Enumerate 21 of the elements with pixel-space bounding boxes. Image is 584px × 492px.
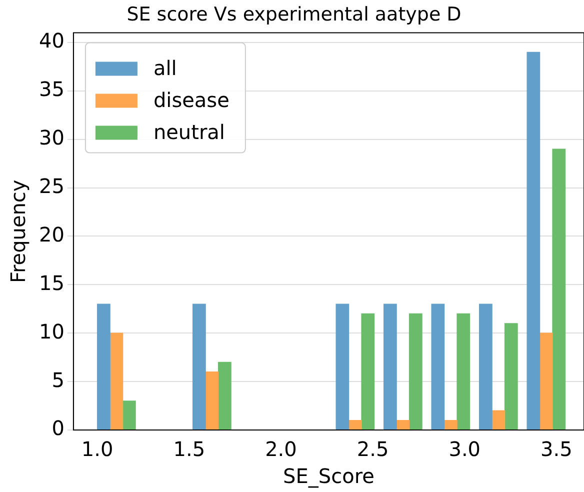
x-tick-label: 2.0 bbox=[265, 437, 297, 462]
legend-label: neutral bbox=[153, 120, 225, 144]
x-tick-label: 3.5 bbox=[540, 437, 572, 462]
legend-label: all bbox=[153, 56, 177, 80]
y-tick-label: 5 bbox=[52, 368, 64, 392]
y-tick-label: 30 bbox=[38, 126, 64, 150]
x-tick-label: 2.5 bbox=[356, 437, 389, 462]
y-tick-label: 40 bbox=[38, 28, 64, 53]
legend-label: disease bbox=[153, 88, 230, 112]
x-tick-label: 1.5 bbox=[173, 437, 206, 462]
y-tick-label: 25 bbox=[38, 174, 64, 198]
x-axis-title: SE_Score bbox=[283, 464, 374, 488]
y-axis-title: Frequency bbox=[6, 180, 30, 284]
x-tick-label: 3.0 bbox=[448, 437, 481, 462]
y-tick-label: 10 bbox=[38, 319, 64, 344]
y-tick-label: 15 bbox=[38, 270, 64, 295]
y-tick-label: 0 bbox=[52, 416, 64, 440]
y-tick-label: 35 bbox=[38, 77, 64, 102]
chart-title: SE score Vs experimental aatype D bbox=[126, 3, 462, 26]
x-tick-label: 1.0 bbox=[81, 437, 114, 462]
y-tick-label: 20 bbox=[38, 222, 64, 246]
